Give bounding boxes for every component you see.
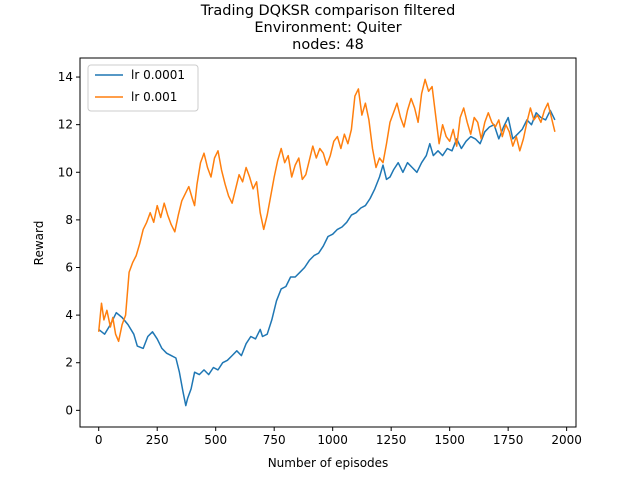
y-tick-label: 2 [65,356,73,370]
series-line-lr-0.001 [97,78,556,343]
chart-subtitle-nodes: nodes: 48 [292,37,364,53]
y-tick-label: 6 [65,260,73,274]
y-tick-label: 14 [58,70,73,84]
x-tick-label: 0 [95,433,103,447]
x-axis-label: Number of episodes [268,456,389,470]
legend-label-lr-0.0001: lr 0.0001 [131,68,185,82]
legend-label-lr-0.001: lr 0.001 [131,90,177,104]
y-tick-label: 4 [65,308,73,322]
chart-title: Trading DQKSR comparison filtered [200,3,456,19]
y-tick-label: 10 [58,165,73,179]
series-layer [97,78,556,407]
plot-frame [79,57,577,428]
y-tick-label: 0 [65,403,73,417]
x-tick-label: 1500 [434,433,465,447]
chart-subtitle-environment: Environment: Quiter [254,20,401,36]
y-axis-label: Reward [32,221,46,266]
x-tick-label: 500 [204,433,227,447]
y-tick-label: 8 [65,213,73,227]
x-tick-label: 2000 [551,433,582,447]
legend-box [87,64,199,112]
x-tick-label: 1000 [317,433,348,447]
y-axis-ticks: 0 2 4 6 8 10 12 14 [58,70,80,417]
y-tick-label: 12 [58,118,73,132]
series-line-lr-0.0001 [98,109,556,407]
legend: lr 0.0001 lr 0.001 [87,64,199,112]
x-axis-ticks: 0 250 500 750 1000 1250 1500 1750 2000 [95,427,582,447]
x-tick-label: 1750 [493,433,524,447]
x-tick-label: 1250 [376,433,407,447]
x-tick-label: 250 [146,433,169,447]
x-tick-label: 750 [263,433,286,447]
